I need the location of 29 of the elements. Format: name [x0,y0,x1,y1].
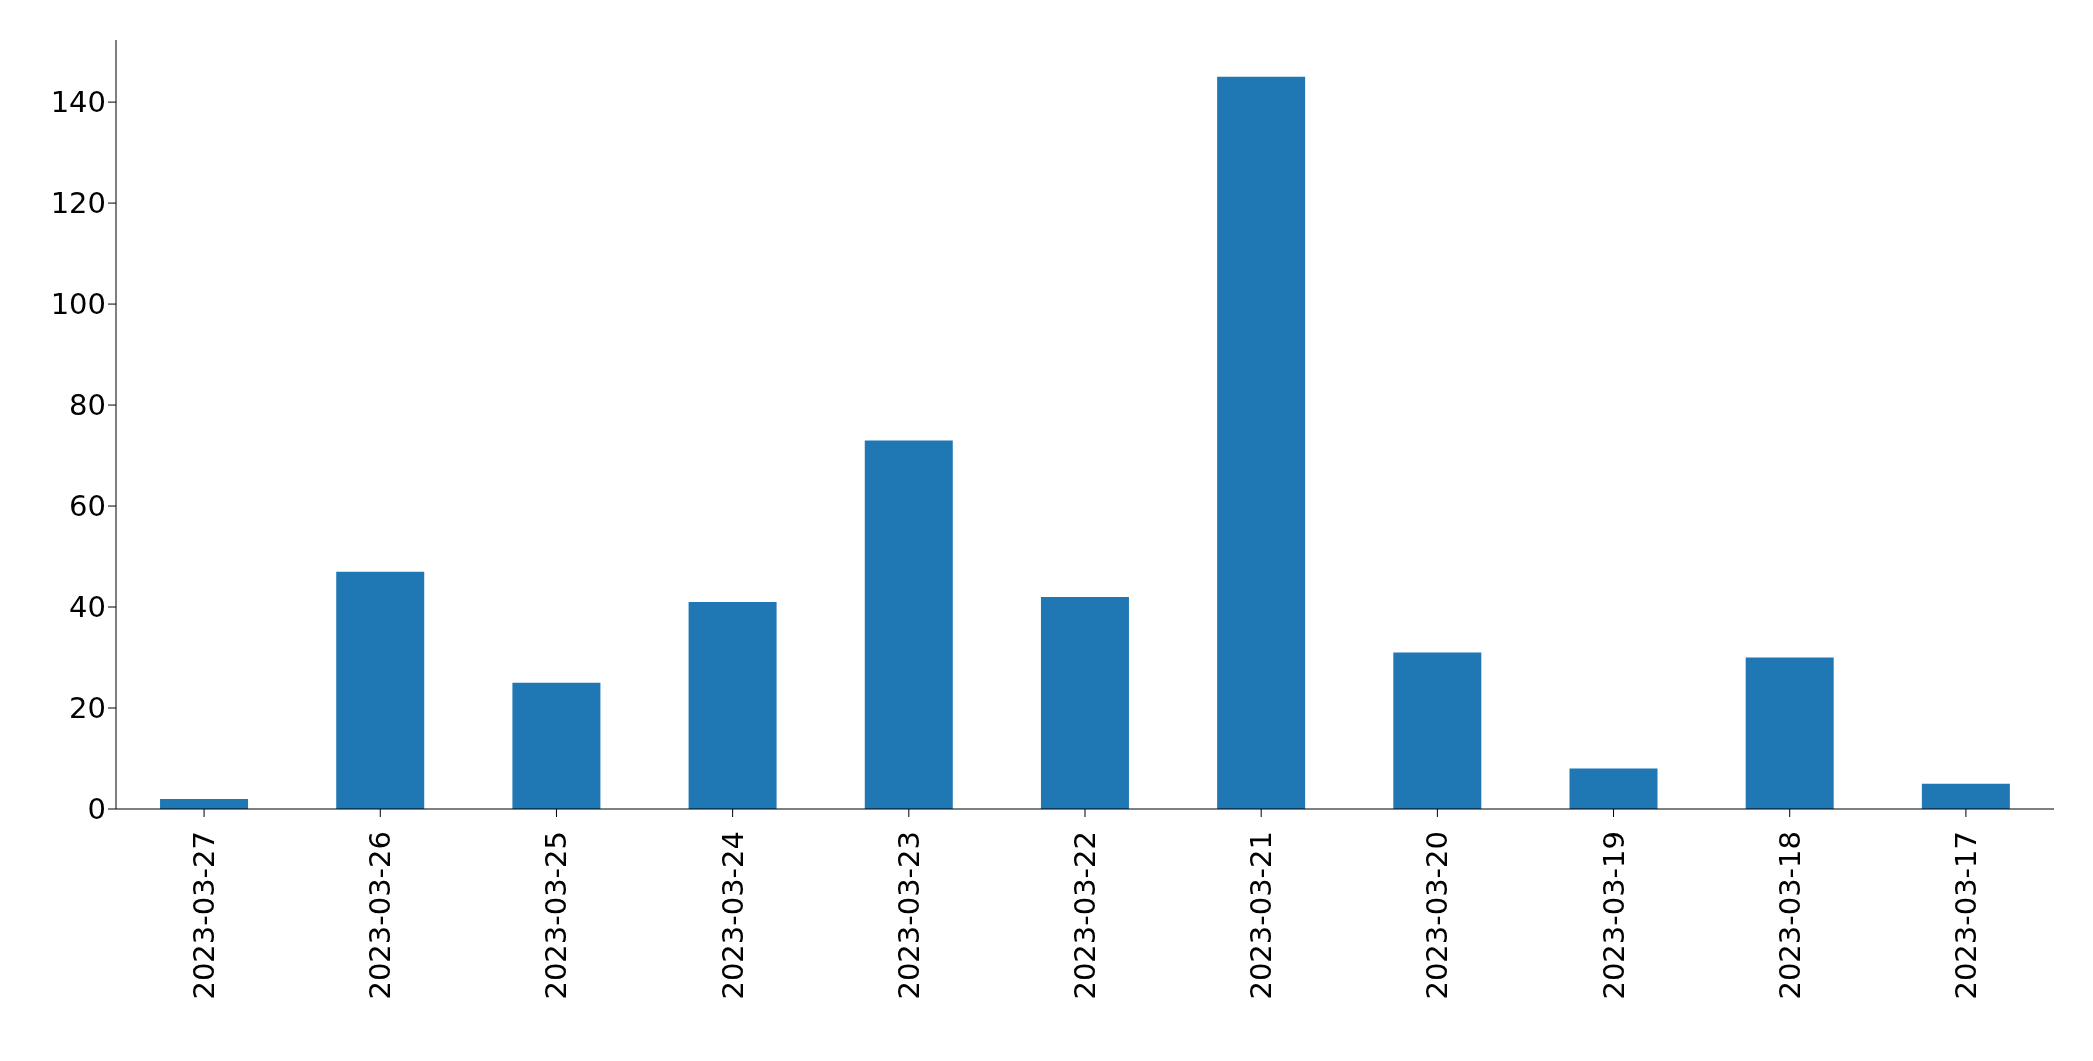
y-tick-label: 0 [87,792,106,827]
y-tick-label: 140 [50,85,106,120]
bar [1921,783,2010,809]
x-tick-label: 2023-03-19 [1596,831,1631,1000]
y-tick-label: 60 [69,489,106,524]
bar [688,601,777,809]
bar [864,440,953,809]
y-tick-label: 40 [69,590,106,625]
y-tick-label: 100 [50,287,106,322]
bar [1393,652,1482,809]
bar [1569,768,1658,809]
x-tick-label: 2023-03-21 [1244,831,1279,1000]
bar [336,571,425,809]
x-tick-label: 2023-03-23 [891,831,926,1000]
y-tick-label: 80 [69,388,106,423]
y-tick-label: 120 [50,186,106,221]
x-tick-label: 2023-03-17 [1948,831,1983,1000]
bar [1040,596,1129,809]
bar [512,682,601,809]
x-tick-label: 2023-03-22 [1068,831,1102,1000]
x-tick-label: 2023-03-20 [1420,831,1455,1000]
x-tick-label: 2023-03-24 [715,831,750,1000]
x-tick-label: 2023-03-27 [187,831,222,1000]
y-tick-label: 20 [69,691,106,726]
bar [1745,657,1834,809]
bar [1217,76,1306,809]
x-tick-label: 2023-03-26 [363,831,398,1000]
x-tick-label: 2023-03-25 [539,831,574,1000]
x-tick-label: 2023-03-18 [1772,831,1807,1000]
